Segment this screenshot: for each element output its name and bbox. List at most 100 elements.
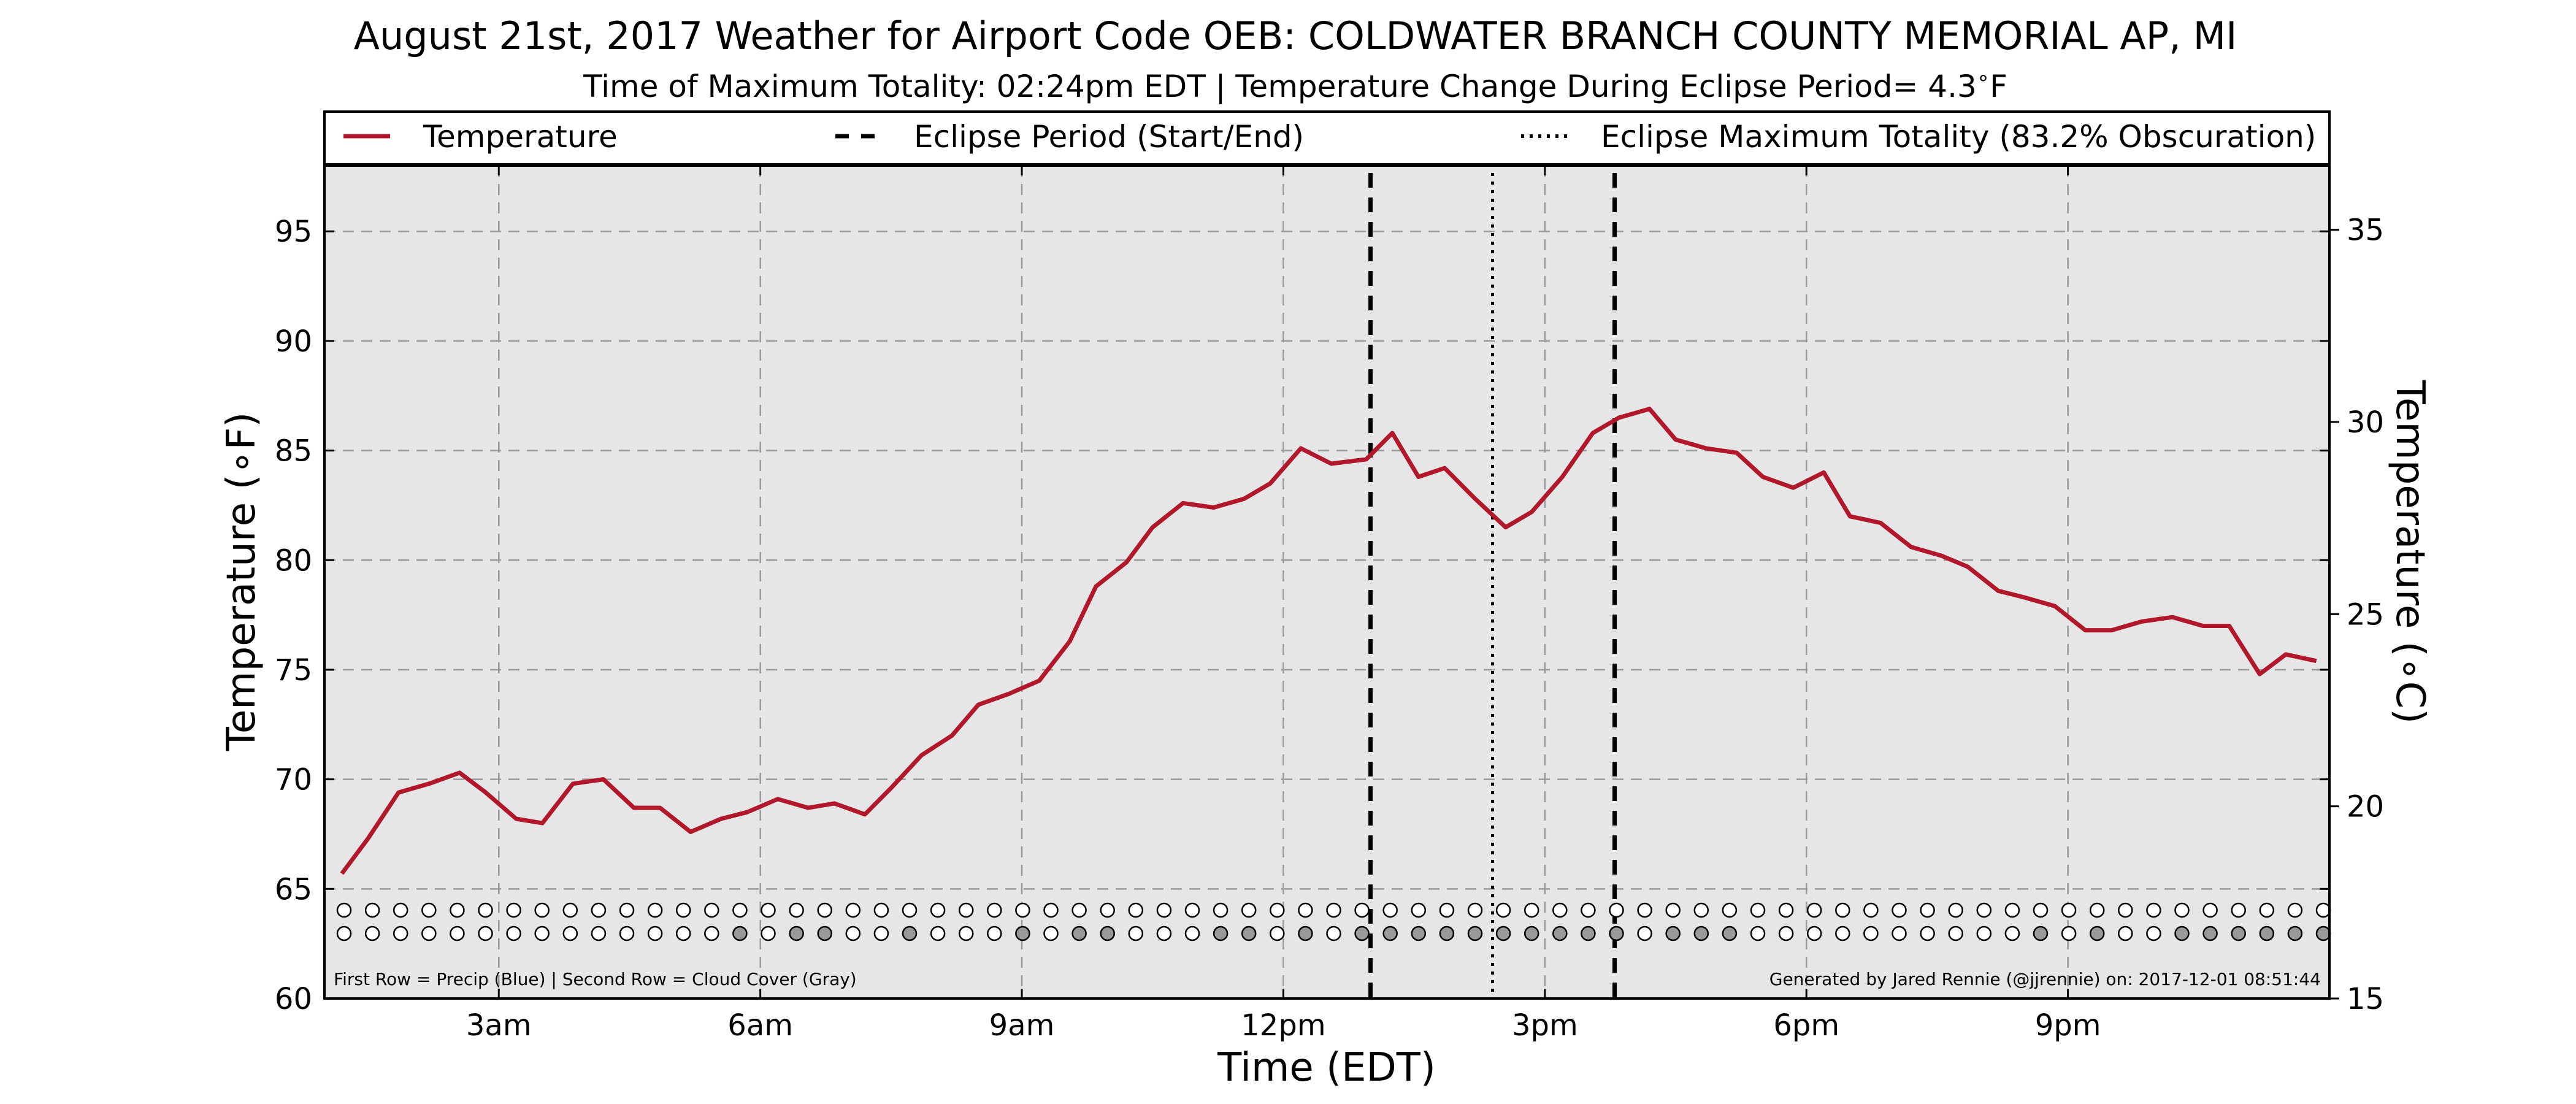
footnote-right: Generated by Jared Rennie (@jjrennie) on… bbox=[1769, 969, 2321, 989]
subtitle-degree: ∘ bbox=[1977, 66, 1990, 90]
y-tick-label-left: 70 bbox=[275, 763, 312, 797]
chart-title: August 21st, 2017 Weather for Airport Co… bbox=[354, 13, 2237, 58]
cloud-marker bbox=[2315, 926, 2331, 941]
cloud-marker bbox=[619, 926, 635, 941]
cloud-marker bbox=[1156, 926, 1172, 941]
y-tick-label-left: 95 bbox=[275, 215, 312, 249]
x-tick-label: 9pm bbox=[2035, 1008, 2101, 1043]
precip-marker bbox=[1156, 902, 1172, 918]
precip-marker bbox=[1693, 902, 1709, 918]
cloud-marker bbox=[2061, 926, 2077, 941]
precip-marker bbox=[1411, 902, 1427, 918]
cloud-marker bbox=[1382, 926, 1398, 941]
cloud-marker bbox=[1043, 926, 1059, 941]
cloud-marker bbox=[1920, 926, 1935, 941]
cloud-marker bbox=[534, 926, 550, 941]
x-tick-label: 12pm bbox=[1241, 1008, 1325, 1043]
cloud-marker bbox=[902, 926, 918, 941]
precip-marker bbox=[1495, 902, 1511, 918]
precip-marker bbox=[1467, 902, 1483, 918]
precip-marker bbox=[1778, 902, 1794, 918]
y-tick-label-left: 65 bbox=[275, 872, 312, 907]
precip-marker bbox=[619, 902, 635, 918]
cloud-marker bbox=[1835, 926, 1850, 941]
precip-marker bbox=[1270, 902, 1285, 918]
cloud-marker bbox=[1892, 926, 1907, 941]
precip-marker bbox=[336, 902, 352, 918]
cloud-marker bbox=[873, 926, 889, 941]
cloud-marker bbox=[987, 926, 1002, 941]
cloud-marker bbox=[1552, 926, 1568, 941]
cloud-marker bbox=[1184, 926, 1200, 941]
y-tick-label-right: 35 bbox=[2347, 213, 2384, 248]
cloud-marker bbox=[817, 926, 832, 941]
precip-marker bbox=[1439, 902, 1455, 918]
precip-marker bbox=[506, 902, 521, 918]
precip-marker bbox=[1806, 902, 1822, 918]
y-axis-label-left: Temperature (∘F) bbox=[219, 412, 264, 752]
precip-marker bbox=[789, 902, 804, 918]
precip-marker bbox=[2231, 902, 2246, 918]
precip-marker bbox=[1948, 902, 1963, 918]
precip-marker bbox=[1581, 902, 1596, 918]
cloud-marker bbox=[1213, 926, 1229, 941]
footnote-left: First Row = Precip (Blue) | Second Row =… bbox=[334, 969, 857, 989]
precip-marker bbox=[1863, 902, 1879, 918]
precip-marker bbox=[2061, 902, 2077, 918]
y-tick-label-right: 25 bbox=[2347, 597, 2384, 632]
cloud-marker bbox=[1637, 926, 1652, 941]
cloud-marker bbox=[364, 926, 380, 941]
precip-marker bbox=[1382, 902, 1398, 918]
precip-marker bbox=[675, 902, 691, 918]
y-tick-label-left: 60 bbox=[275, 982, 312, 1016]
precip-marker bbox=[2174, 902, 2190, 918]
chart-subtitle-text: Time of Maximum Totality: 02:24pm EDT | … bbox=[583, 69, 1977, 104]
cloud-marker bbox=[2287, 926, 2303, 941]
cloud-marker bbox=[1976, 926, 1992, 941]
cloud-marker bbox=[1326, 926, 1341, 941]
cloud-marker bbox=[1298, 926, 1313, 941]
cloud-marker bbox=[2231, 926, 2246, 941]
precip-marker bbox=[393, 902, 408, 918]
cloud-marker bbox=[789, 926, 804, 941]
cloud-marker bbox=[845, 926, 861, 941]
precip-marker bbox=[1976, 902, 1992, 918]
cloud-marker bbox=[2202, 926, 2218, 941]
precip-marker bbox=[817, 902, 832, 918]
cloud-marker bbox=[506, 926, 521, 941]
plot-area bbox=[324, 166, 2329, 999]
precip-marker bbox=[562, 902, 578, 918]
precip-marker bbox=[1213, 902, 1229, 918]
y-tick-label-right: 30 bbox=[2347, 405, 2384, 440]
precip-marker bbox=[930, 902, 946, 918]
cloud-marker bbox=[1948, 926, 1963, 941]
precip-marker bbox=[647, 902, 663, 918]
cloud-marker bbox=[591, 926, 607, 941]
eclipse-lines bbox=[1368, 173, 1617, 999]
x-tick-label: 3am bbox=[466, 1008, 532, 1043]
cloud-marker bbox=[1495, 926, 1511, 941]
precip-marker bbox=[1552, 902, 1568, 918]
cloud-marker bbox=[930, 926, 946, 941]
series-layer bbox=[340, 407, 2317, 875]
precip-marker bbox=[1298, 902, 1313, 918]
legend: Temperature Eclipse Period (Start/End) E… bbox=[323, 110, 2331, 166]
precip-marker bbox=[2033, 902, 2049, 918]
cloud-marker bbox=[1354, 926, 1370, 941]
precip-marker bbox=[2004, 902, 2020, 918]
precip-marker bbox=[1920, 902, 1935, 918]
precip-marker bbox=[2259, 902, 2275, 918]
precip-marker bbox=[1354, 902, 1370, 918]
precip-marker bbox=[1326, 902, 1341, 918]
precip-marker bbox=[2118, 902, 2133, 918]
precip-marker bbox=[450, 902, 465, 918]
legend-temperature-label: Temperature bbox=[423, 119, 618, 155]
cloud-marker bbox=[1524, 926, 1539, 941]
cloud-marker bbox=[2174, 926, 2190, 941]
chart-subtitle: Time of Maximum Totality: 02:24pm EDT | … bbox=[583, 66, 2007, 104]
grid bbox=[324, 166, 2329, 999]
precip-marker bbox=[1100, 902, 1115, 918]
precip-marker bbox=[534, 902, 550, 918]
cloud-marker bbox=[1806, 926, 1822, 941]
